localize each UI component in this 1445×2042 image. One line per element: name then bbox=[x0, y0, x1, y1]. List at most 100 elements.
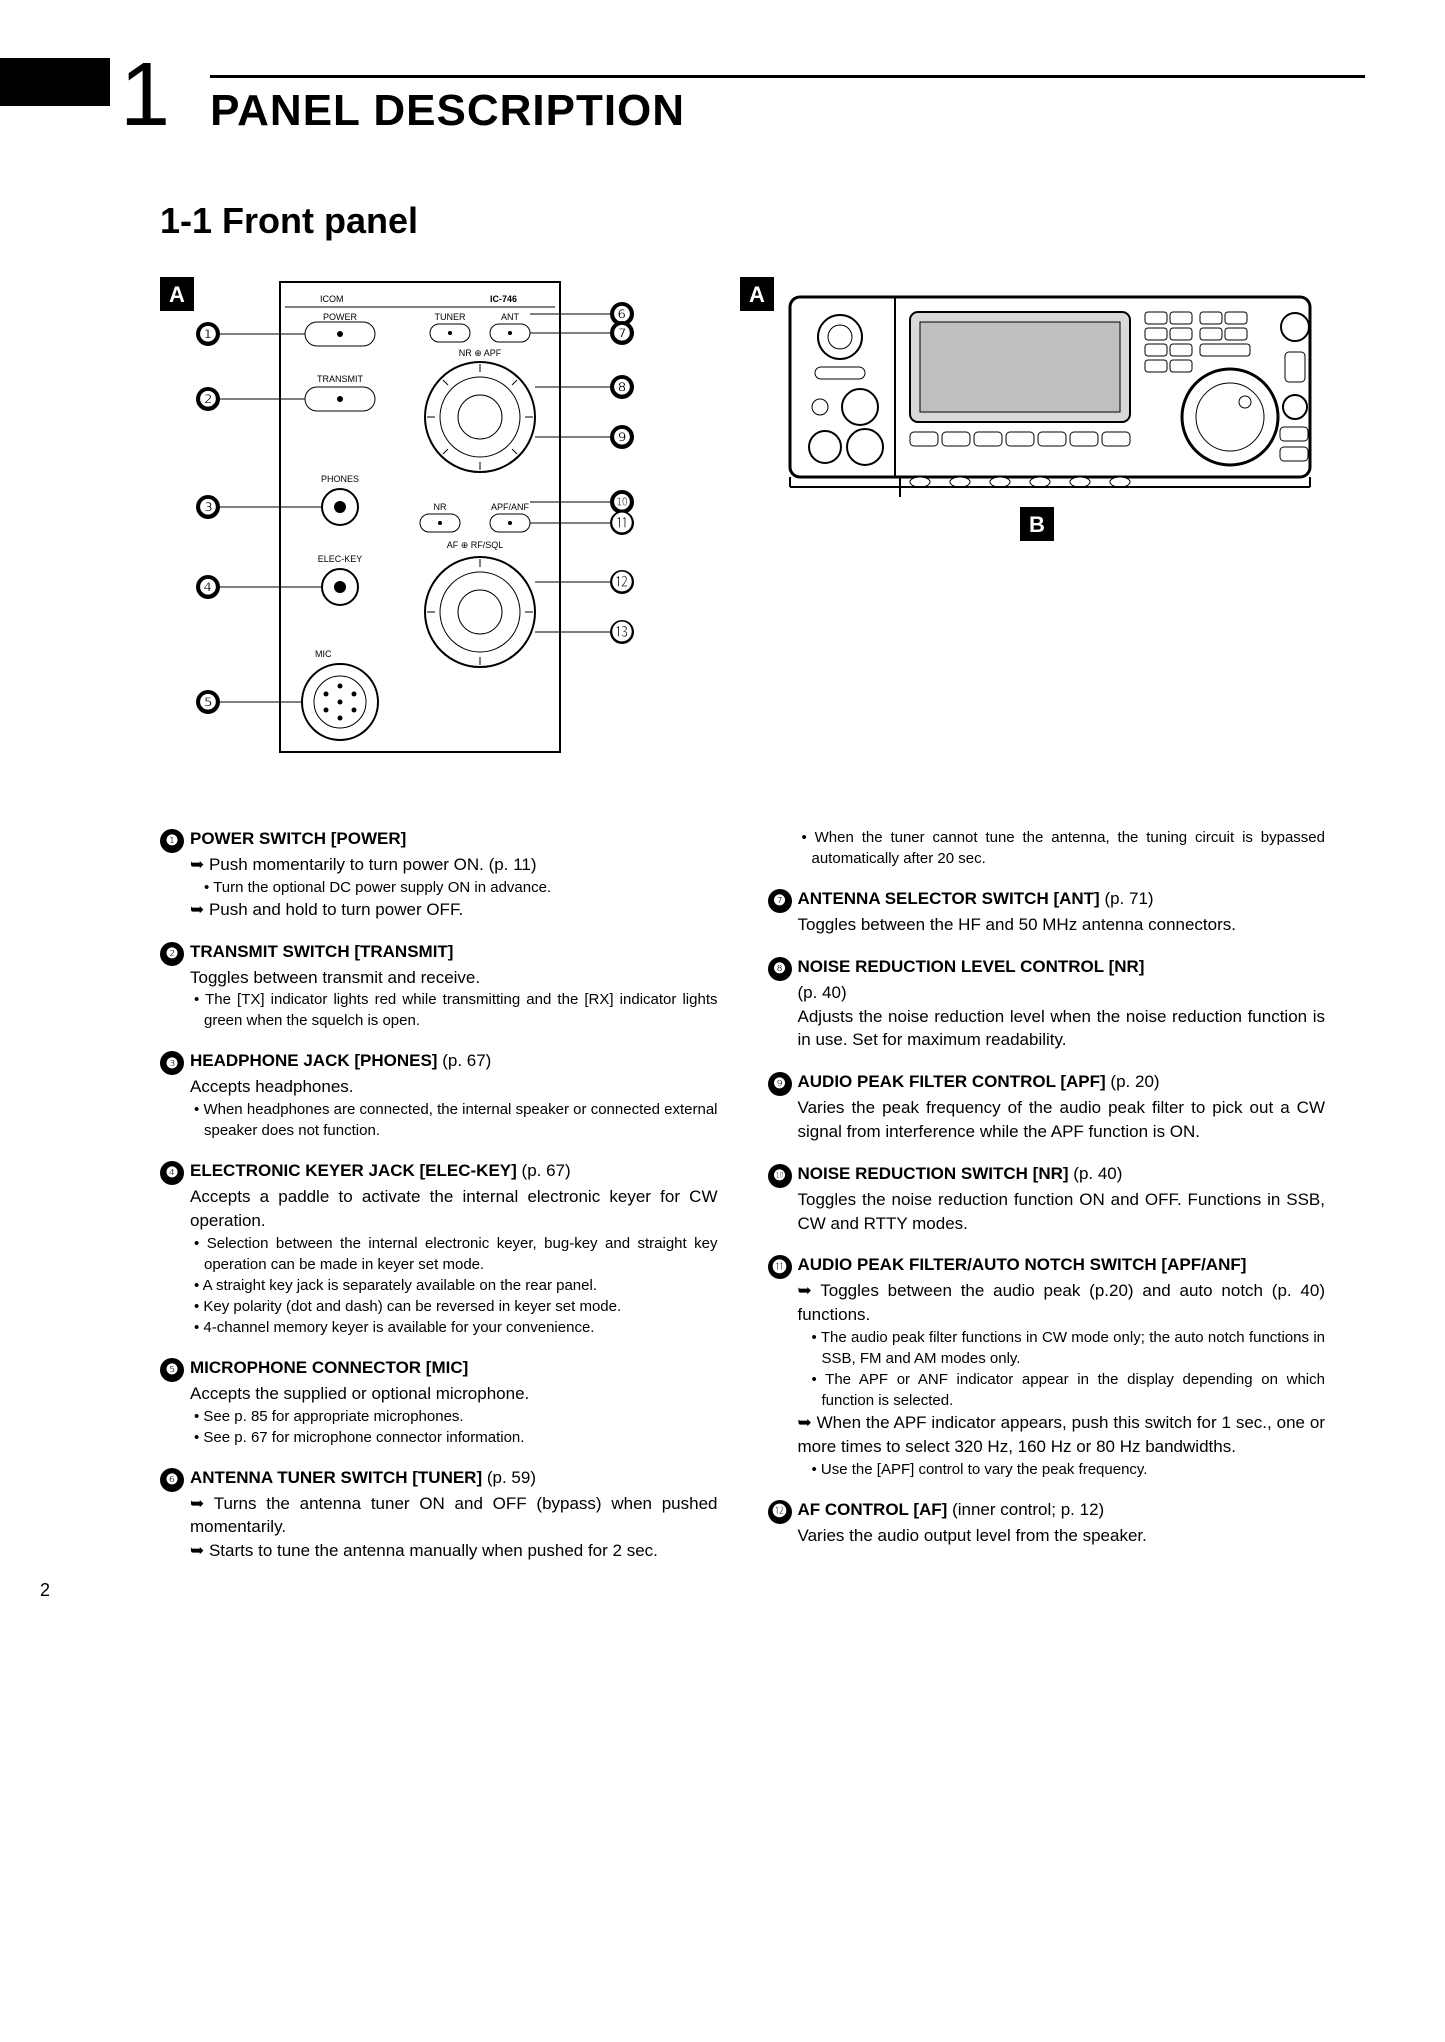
item-title: ANTENNA TUNER SWITCH [TUNER] (p. 59) bbox=[190, 1466, 536, 1490]
bullet-line: Key polarity (dot and dash) can be rever… bbox=[190, 1296, 718, 1317]
description-item: ❹ ELECTRONIC KEYER JACK [ELEC-KEY] (p. 6… bbox=[160, 1159, 718, 1338]
svg-text:❺: ❺ bbox=[199, 692, 217, 714]
svg-text:❾: ❾ bbox=[613, 427, 631, 449]
item-title: AUDIO PEAK FILTER CONTROL [APF] (p. 20) bbox=[798, 1070, 1160, 1094]
item-number-icon: ❺ bbox=[160, 1358, 184, 1382]
bullet-line: See p. 67 for microphone connector infor… bbox=[190, 1427, 718, 1448]
item-number-icon: ❹ bbox=[160, 1161, 184, 1185]
description-item: ❻ ANTENNA TUNER SWITCH [TUNER] (p. 59) T… bbox=[160, 1466, 718, 1563]
sub-bullet: Turn the optional DC power supply ON in … bbox=[190, 877, 718, 898]
item-number-icon: ❿ bbox=[768, 1164, 792, 1188]
column-right: When the tuner cannot tune the antenna, … bbox=[768, 827, 1326, 1581]
item-number-icon: ❻ bbox=[160, 1468, 184, 1492]
arrow-line: Push momentarily to turn power ON. (p. 1… bbox=[190, 853, 718, 877]
item-title: POWER SWITCH [POWER] bbox=[190, 827, 406, 851]
arrow-line: Starts to tune the antenna manually when… bbox=[190, 1539, 718, 1563]
arrow-line: When the APF indicator appears, push thi… bbox=[798, 1411, 1326, 1459]
item-title: AUDIO PEAK FILTER/AUTO NOTCH SWITCH [APF… bbox=[798, 1253, 1247, 1277]
bullet-line: The [TX] indicator lights red while tran… bbox=[190, 989, 718, 1031]
item-number-icon: ❷ bbox=[160, 942, 184, 966]
plain-line: Accepts a paddle to activate the interna… bbox=[190, 1185, 718, 1233]
svg-text:NR: NR bbox=[434, 502, 447, 512]
description-item: ❶ POWER SWITCH [POWER] Push momentarily … bbox=[160, 827, 718, 922]
item-title: MICROPHONE CONNECTOR [MIC] bbox=[190, 1356, 468, 1380]
description-item: ❸ HEADPHONE JACK [PHONES] (p. 67) Accept… bbox=[160, 1049, 718, 1141]
svg-text:ANT: ANT bbox=[501, 312, 520, 322]
item-number-icon: ❾ bbox=[768, 1072, 792, 1096]
item-number-icon: ❸ bbox=[160, 1051, 184, 1075]
bullet-line: A straight key jack is separately availa… bbox=[190, 1275, 718, 1296]
column-left: ❶ POWER SWITCH [POWER] Push momentarily … bbox=[160, 827, 718, 1581]
svg-text:IC-746: IC-746 bbox=[490, 294, 517, 304]
description-item: ⓫ AUDIO PEAK FILTER/AUTO NOTCH SWITCH [A… bbox=[768, 1253, 1326, 1479]
sub-bullet: Use the [APF] control to vary the peak f… bbox=[798, 1459, 1326, 1480]
item-number-icon: ⓫ bbox=[768, 1255, 792, 1279]
description-item: ⓬ AF CONTROL [AF] (inner control; p. 12)… bbox=[768, 1498, 1326, 1548]
side-tab bbox=[0, 58, 110, 106]
plain-line: Varies the audio output level from the s… bbox=[798, 1524, 1326, 1548]
plain-line: Toggles between the HF and 50 MHz antenn… bbox=[798, 913, 1326, 937]
plain-line: Toggles between transmit and receive. bbox=[190, 966, 718, 990]
item-number-icon: ❼ bbox=[768, 889, 792, 913]
description-columns: ❶ POWER SWITCH [POWER] Push momentarily … bbox=[160, 827, 1325, 1581]
plain-line: Adjusts the noise reduction level when t… bbox=[798, 1005, 1326, 1053]
sub-bullet: The audio peak filter functions in CW mo… bbox=[798, 1327, 1326, 1369]
description-item: ❺ MICROPHONE CONNECTOR [MIC] Accepts the… bbox=[160, 1356, 718, 1448]
item-title: AF CONTROL [AF] (inner control; p. 12) bbox=[798, 1498, 1105, 1522]
svg-text:B: B bbox=[1029, 512, 1045, 537]
svg-text:❿: ❿ bbox=[613, 492, 631, 514]
svg-text:❶: ❶ bbox=[199, 324, 217, 346]
bullet-line: When headphones are connected, the inter… bbox=[190, 1099, 718, 1141]
section-title: 1-1 Front panel bbox=[160, 200, 1365, 242]
figures-row: A ICOM IC-746 POWER TUNER ANT NR ⊕ APF T… bbox=[160, 272, 1365, 777]
figure-radio-full: A bbox=[740, 272, 1340, 777]
svg-text:❸: ❸ bbox=[199, 497, 217, 519]
plain-line: Varies the peak frequency of the audio p… bbox=[798, 1096, 1326, 1144]
bullet-line: See p. 85 for appropriate microphones. bbox=[190, 1406, 718, 1427]
description-item: ❾ AUDIO PEAK FILTER CONTROL [APF] (p. 20… bbox=[768, 1070, 1326, 1144]
svg-text:POWER: POWER bbox=[323, 312, 358, 322]
svg-text:⓭: ⓭ bbox=[612, 620, 632, 644]
svg-text:AF ⊕ RF/SQL: AF ⊕ RF/SQL bbox=[447, 540, 504, 550]
item-title: ELECTRONIC KEYER JACK [ELEC-KEY] (p. 67) bbox=[190, 1159, 571, 1183]
chapter-number: 1 bbox=[120, 50, 170, 140]
bullet-line: When the tuner cannot tune the antenna, … bbox=[798, 827, 1326, 869]
arrow-line: Push and hold to turn power OFF. bbox=[190, 898, 718, 922]
plain-line: Toggles the noise reduction function ON … bbox=[798, 1188, 1326, 1236]
svg-text:PHONES: PHONES bbox=[321, 474, 359, 484]
description-item: ❷ TRANSMIT SWITCH [TRANSMIT] Toggles bet… bbox=[160, 940, 718, 1032]
svg-text:❷: ❷ bbox=[199, 389, 217, 411]
radio-diagram-icon: A bbox=[740, 272, 1340, 572]
plain-line: Accepts the supplied or optional microph… bbox=[190, 1382, 718, 1406]
description-item: ❽ NOISE REDUCTION LEVEL CONTROL [NR] (p.… bbox=[768, 955, 1326, 1052]
svg-text:ICOM: ICOM bbox=[320, 294, 344, 304]
arrow-line: Turns the antenna tuner ON and OFF (bypa… bbox=[190, 1492, 718, 1540]
panel-diagram-icon: A ICOM IC-746 POWER TUNER ANT NR ⊕ APF T… bbox=[160, 272, 680, 772]
item-title: HEADPHONE JACK [PHONES] (p. 67) bbox=[190, 1049, 491, 1073]
continuation: When the tuner cannot tune the antenna, … bbox=[768, 827, 1326, 869]
svg-text:TUNER: TUNER bbox=[435, 312, 466, 322]
bullet-line: Selection between the internal electroni… bbox=[190, 1233, 718, 1275]
ref-line: (p. 40) bbox=[798, 981, 1326, 1005]
svg-text:⓫: ⓫ bbox=[612, 511, 632, 535]
svg-text:A: A bbox=[749, 282, 765, 307]
svg-text:NR ⊕ APF: NR ⊕ APF bbox=[459, 348, 502, 358]
svg-text:⓬: ⓬ bbox=[612, 570, 632, 594]
svg-text:❽: ❽ bbox=[613, 377, 631, 399]
item-number-icon: ❽ bbox=[768, 957, 792, 981]
description-item: ❼ ANTENNA SELECTOR SWITCH [ANT] (p. 71) … bbox=[768, 887, 1326, 937]
svg-text:TRANSMIT: TRANSMIT bbox=[317, 374, 364, 384]
svg-text:❼: ❼ bbox=[613, 323, 631, 345]
svg-text:MIC: MIC bbox=[315, 649, 332, 659]
plain-line: Accepts headphones. bbox=[190, 1075, 718, 1099]
svg-text:A: A bbox=[169, 282, 185, 307]
item-title: NOISE REDUCTION LEVEL CONTROL [NR] bbox=[798, 955, 1145, 979]
arrow-line: Toggles between the audio peak (p.20) an… bbox=[798, 1279, 1326, 1327]
page-number: 2 bbox=[40, 1580, 50, 1601]
item-title: ANTENNA SELECTOR SWITCH [ANT] (p. 71) bbox=[798, 887, 1154, 911]
figure-panel-close: A ICOM IC-746 POWER TUNER ANT NR ⊕ APF T… bbox=[160, 272, 680, 777]
bullet-line: 4-channel memory keyer is available for … bbox=[190, 1317, 718, 1338]
item-title: TRANSMIT SWITCH [TRANSMIT] bbox=[190, 940, 453, 964]
item-title: NOISE REDUCTION SWITCH [NR] (p. 40) bbox=[798, 1162, 1123, 1186]
chapter-header: 1 PANEL DESCRIPTION bbox=[120, 50, 1365, 140]
